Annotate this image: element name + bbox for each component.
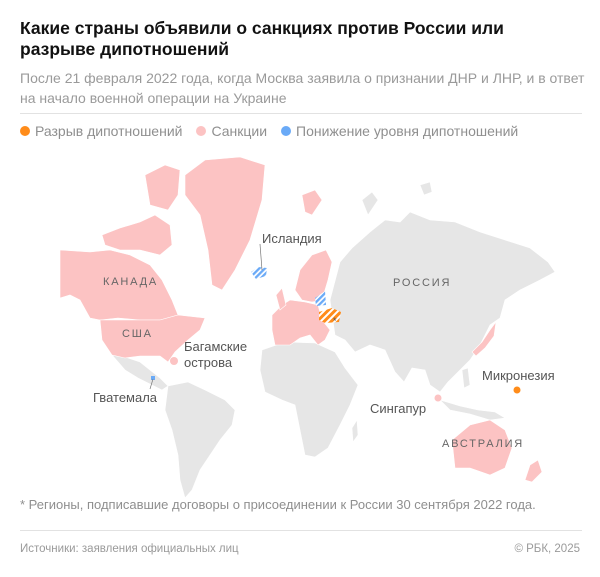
scandinavia [294, 249, 333, 303]
arctic-island [419, 181, 433, 196]
label-bahamas-2: острова [184, 355, 233, 370]
guatemala-marker [151, 376, 155, 380]
label-singapore: Сингапур [370, 401, 426, 416]
usa [99, 314, 206, 363]
japan [471, 321, 497, 357]
legend-item-break: Разрыв дипотношений [20, 123, 182, 139]
new-zealand [524, 459, 543, 483]
iceland-leader [259, 243, 263, 271]
subtitle: После 21 февраля 2022 года, когда Москва… [20, 70, 585, 106]
greenland [184, 156, 266, 291]
south-america [164, 381, 236, 499]
canada-north-islands [144, 164, 181, 211]
legend: Разрыв дипотношений Санкции Понижение ур… [20, 123, 518, 139]
copyright: © РБК, 2025 [514, 543, 580, 555]
label-micronesia: Микронезия [482, 368, 555, 383]
label-australia: АВСТРАЛИЯ [442, 438, 524, 450]
legend-label: Разрыв дипотношений [35, 123, 183, 139]
guatemala-leader [149, 378, 154, 390]
legend-dot-pink [196, 126, 207, 136]
madagascar [351, 419, 359, 443]
footnote: * Регионы, подписавшие договоры о присое… [20, 497, 536, 512]
philippines [461, 367, 471, 389]
label-canada: КАНАДА [103, 276, 158, 288]
eurasia [329, 211, 556, 393]
legend-dot-blue [281, 126, 292, 136]
legend-dot-orange [20, 126, 30, 136]
svalbard [301, 189, 323, 216]
australia [451, 419, 513, 476]
central-america [111, 354, 169, 391]
novaya-zemlya [361, 191, 379, 216]
legend-item-downgrade: Понижение уровня дипотношений [281, 123, 518, 139]
sources: Источники: заявления официальных лиц [20, 543, 239, 555]
page-title: Какие страны объявили о санкциях против … [20, 18, 504, 59]
iceland [251, 267, 267, 279]
baltic-downgrade [315, 291, 326, 306]
uk [275, 287, 287, 311]
label-iceland: Исландия [262, 231, 322, 246]
africa [259, 341, 359, 458]
label-guatemala: Гватемала [93, 390, 158, 405]
legend-label: Понижение уровня дипотношений [296, 123, 519, 139]
micronesia-dot [513, 386, 521, 394]
footer-divider [20, 530, 582, 531]
singapore-dot [434, 394, 442, 402]
canada-arctic-islands [101, 214, 173, 256]
label-russia: РОССИЯ [393, 277, 451, 289]
legend-item-sanctions: Санкции [196, 123, 267, 139]
label-usa: США [122, 328, 153, 340]
europe [271, 299, 331, 346]
label-bahamas-1: Багамские [184, 339, 247, 354]
indonesia [439, 399, 506, 421]
ukraine-break [319, 308, 341, 323]
divider [20, 113, 582, 114]
bahamas-dot [170, 357, 178, 365]
legend-label: Санкции [211, 123, 268, 139]
label-asterisk: * [333, 316, 337, 326]
